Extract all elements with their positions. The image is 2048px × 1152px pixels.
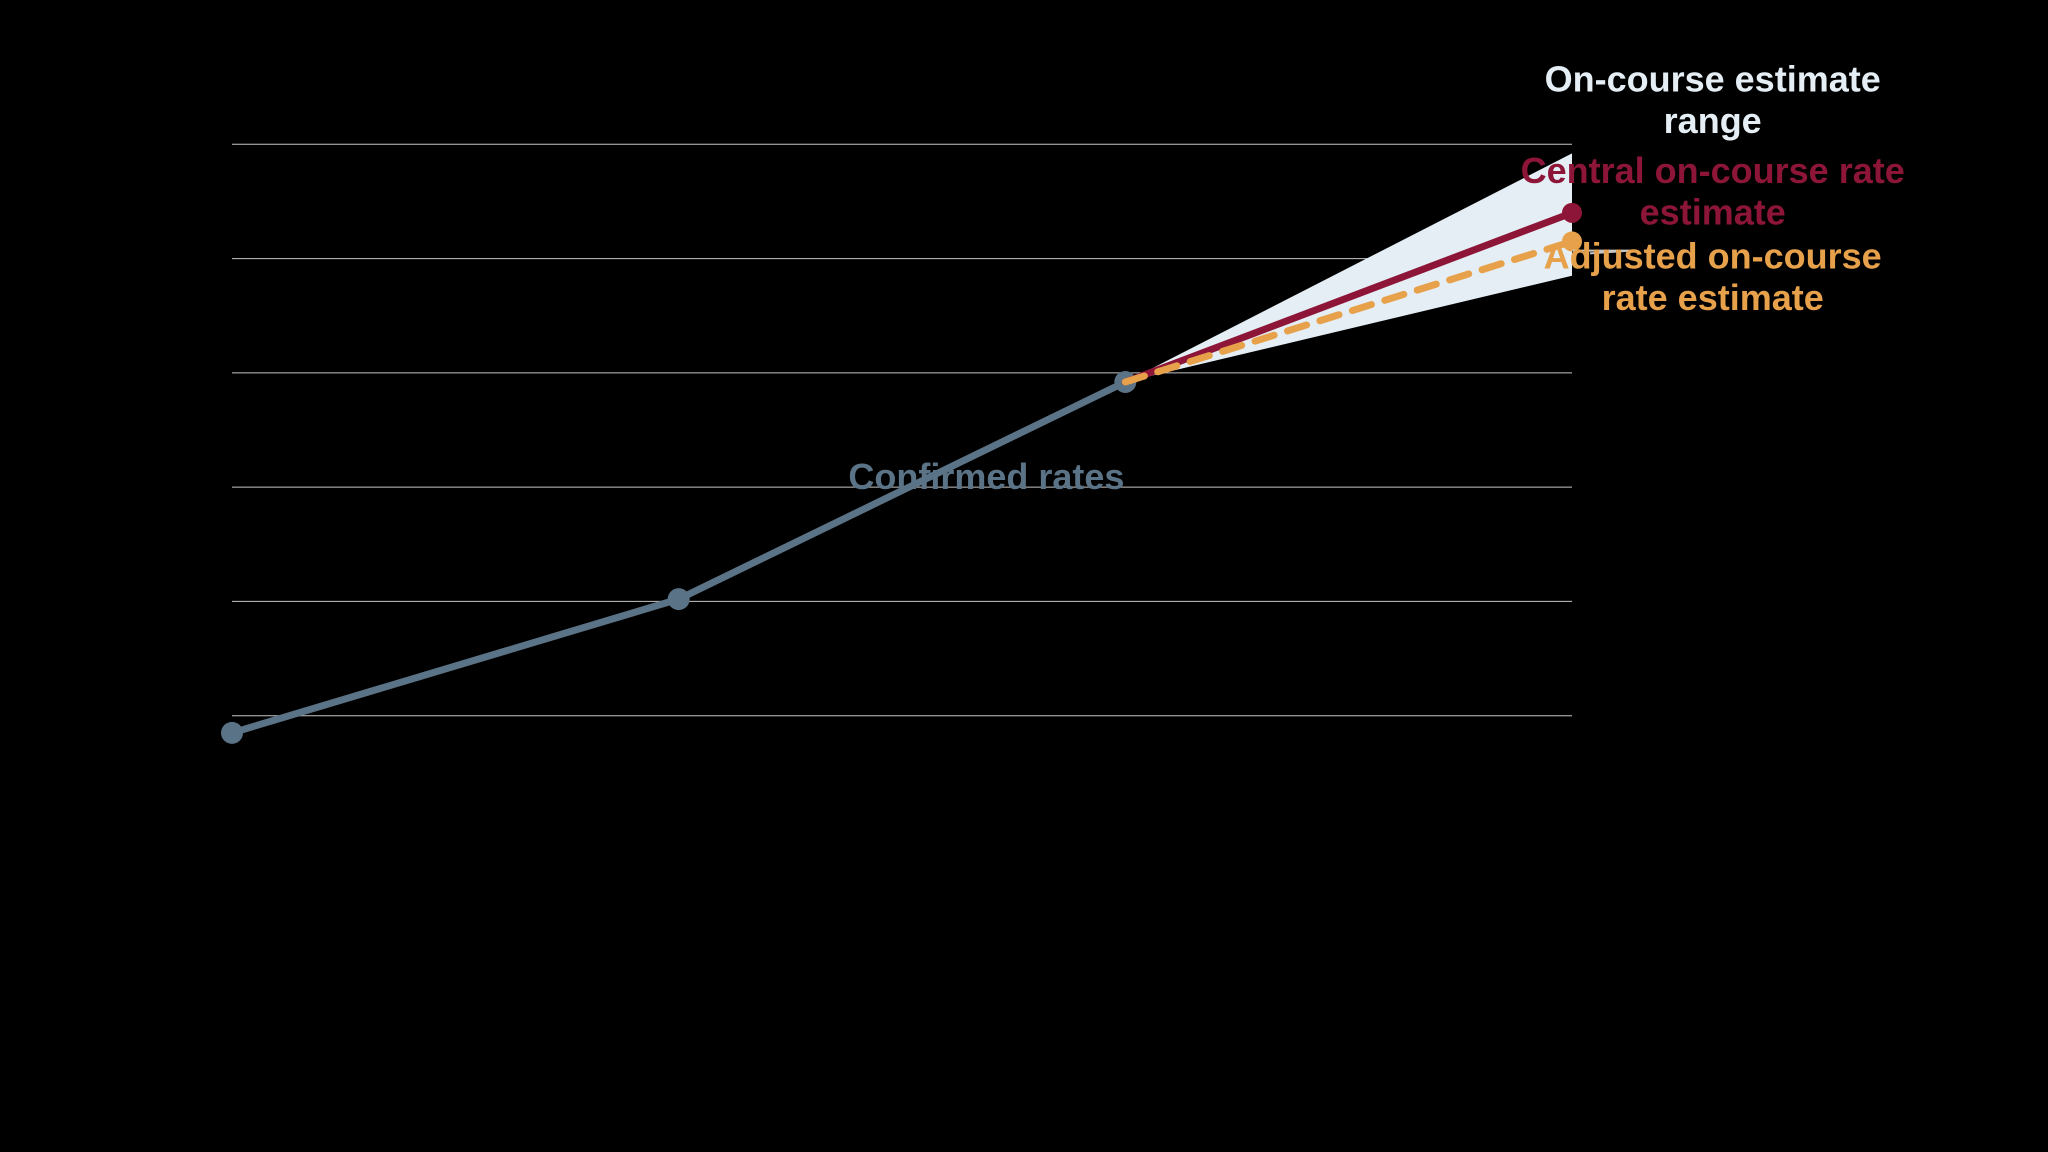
confirmed-marker bbox=[668, 588, 690, 610]
confirmed-rates-label: Confirmed rates bbox=[848, 456, 1124, 497]
confirmed-marker bbox=[221, 722, 243, 744]
rate-estimate-chart: Confirmed ratesOn-course estimaterangeCe… bbox=[0, 0, 2048, 1152]
central-estimate-marker bbox=[1562, 203, 1582, 223]
chart-svg: Confirmed ratesOn-course estimaterangeCe… bbox=[0, 0, 2048, 1152]
